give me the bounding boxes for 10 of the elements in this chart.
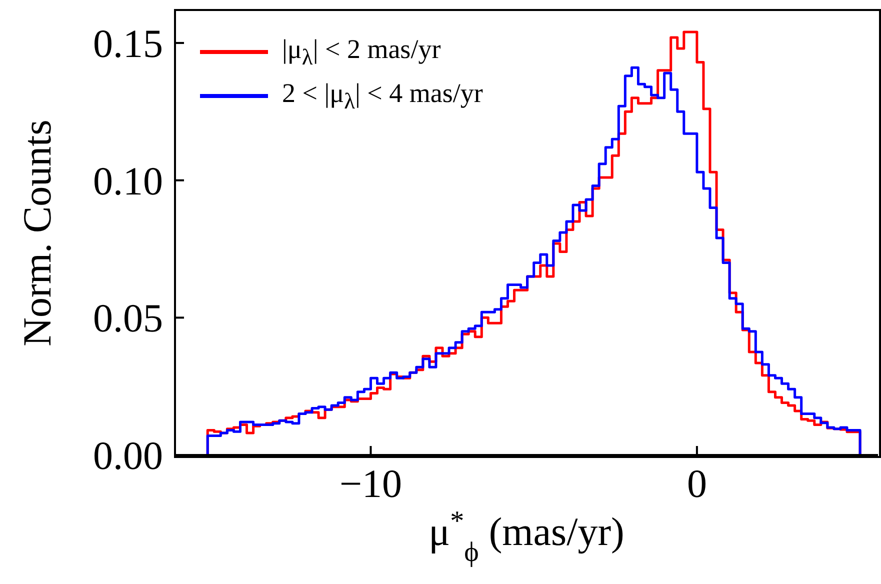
y-axis-title: Norm. Counts [14, 119, 60, 346]
legend-label: 2 < |μ$_{λ}$| < 4 mas/yr [282, 78, 483, 114]
y-tick-label: 0.00 [93, 433, 163, 478]
y-tick-label: 0.05 [93, 296, 163, 341]
y-tick-label: 0.10 [93, 158, 163, 204]
x-axis-title: μ$^{*}$$_{ϕ}$ (mas/yr) [428, 506, 624, 568]
x-tick-label: −10 [339, 461, 402, 506]
x-tick-label: 0 [686, 461, 707, 506]
legend-label: |μ$_{λ}$| < 2 mas/yr [282, 34, 441, 70]
y-tick-label: 0.15 [93, 20, 163, 66]
